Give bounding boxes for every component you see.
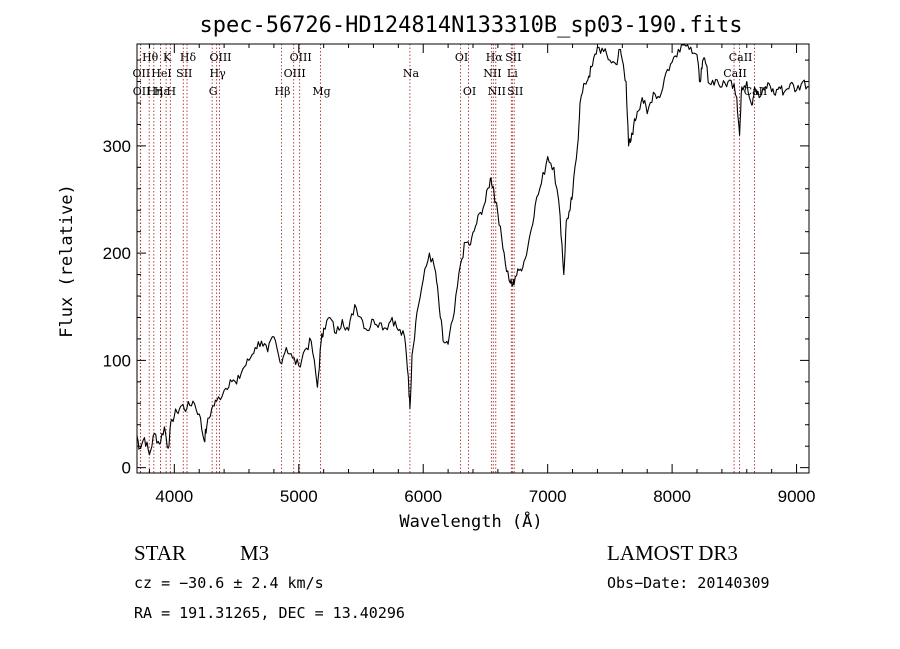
emission-line-label: Mg	[312, 85, 330, 98]
x-tick-label: 5000	[280, 487, 318, 506]
object-class: STAR	[134, 541, 186, 565]
emission-line-label: H	[167, 85, 177, 98]
x-tick-label: 4000	[155, 487, 193, 506]
emission-line-markers	[139, 44, 755, 473]
emission-line-label: Hα	[486, 51, 504, 64]
x-axis-label: Wavelength (Å)	[399, 510, 542, 532]
coordinates-text: RA = 191.31265, DEC = 13.40296	[134, 604, 405, 622]
emission-line-label: OI	[455, 51, 468, 64]
emission-line-label: Hβ	[275, 85, 291, 98]
y-tick-label: 200	[103, 244, 131, 263]
emission-line-label: CaII	[729, 51, 753, 64]
emission-line-label: OII	[133, 67, 151, 80]
y-axis-label: Flux (relative)	[57, 184, 77, 338]
redshift-text: cz = −30.6 ± 2.4 km/s	[134, 574, 324, 592]
emission-line-label: G	[209, 85, 218, 98]
emission-line-label: Na	[403, 67, 420, 80]
obs-date-text: Obs−Date: 20140309	[607, 574, 770, 592]
y-tick-label: 0	[122, 459, 131, 478]
emission-line-label: OIII	[284, 67, 306, 80]
emission-line-label: K	[163, 51, 172, 64]
emission-line-label: Li	[507, 67, 518, 80]
y-axis-ticks: 0 100 200 300	[103, 59, 809, 478]
emission-line-label: OI	[463, 85, 476, 98]
emission-line-label: Hθ	[142, 51, 159, 64]
object-subclass: M3	[240, 541, 269, 565]
emission-line-label: Hε	[154, 85, 170, 98]
emission-line-label: Hδ	[180, 51, 197, 64]
emission-line-label: SII	[505, 51, 521, 64]
emission-line-label: NII	[488, 85, 506, 98]
emission-line-label: SII	[507, 85, 523, 98]
x-axis-ticks: 4000 5000 6000 7000 8000 9000	[148, 44, 816, 506]
emission-line-label: HeI	[151, 67, 171, 80]
x-tick-label: 6000	[404, 487, 442, 506]
spectrum-line	[136, 44, 810, 456]
emission-line-label: Hγ	[210, 67, 227, 80]
x-tick-label: 7000	[529, 487, 567, 506]
x-tick-label: 8000	[653, 487, 691, 506]
y-tick-label: 100	[103, 351, 131, 370]
plot-frame	[136, 43, 810, 474]
y-tick-label: 300	[103, 137, 131, 156]
x-tick-label: 9000	[778, 487, 816, 506]
emission-line-label: OIII	[290, 51, 312, 64]
emission-line-label: OIII	[209, 51, 231, 64]
chart-title: spec-56726-HD124814N133310B_sp03-190.fit…	[199, 13, 742, 38]
emission-line-label: Hη	[147, 85, 163, 98]
emission-line-label: CaII	[723, 67, 747, 80]
emission-line-label: SII	[176, 67, 192, 80]
survey-name: LAMOST DR3	[607, 541, 738, 565]
emission-line-label: NII	[483, 67, 501, 80]
